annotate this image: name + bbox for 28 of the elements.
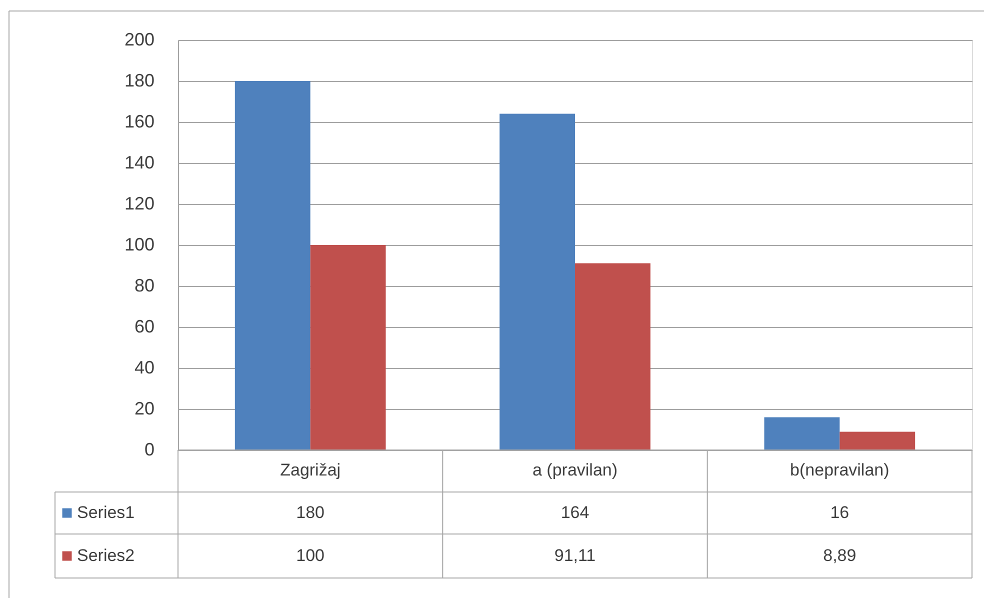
data-label: 164 bbox=[560, 503, 590, 522]
bar bbox=[310, 245, 386, 450]
y-tick-label: 20 bbox=[134, 398, 154, 418]
y-tick-label: 60 bbox=[134, 316, 154, 336]
x-tick-label: b(nepravilan) bbox=[790, 460, 890, 480]
y-tick-label: 0 bbox=[144, 440, 154, 460]
bar bbox=[840, 432, 916, 450]
bar bbox=[234, 81, 310, 450]
data-label: 8,89 bbox=[823, 546, 856, 565]
bar bbox=[500, 114, 575, 450]
legend-label: Series1 bbox=[77, 503, 135, 522]
data-label: 100 bbox=[296, 546, 325, 565]
x-tick-label: a (pravilan) bbox=[532, 460, 618, 480]
y-tick-label: 80 bbox=[134, 276, 154, 296]
y-tick-label: 200 bbox=[124, 30, 154, 50]
y-tick-label: 100 bbox=[124, 234, 154, 254]
y-tick-label: 180 bbox=[124, 70, 154, 90]
y-tick-label: 140 bbox=[124, 152, 154, 172]
data-label: 91,11 bbox=[554, 546, 596, 565]
bar bbox=[575, 263, 650, 450]
data-label: 16 bbox=[830, 503, 850, 522]
bar bbox=[764, 417, 840, 450]
y-tick-label: 40 bbox=[134, 358, 154, 378]
data-label: 180 bbox=[296, 503, 325, 522]
legend-label: Series2 bbox=[77, 546, 135, 565]
x-tick-label: Zagrižaj bbox=[280, 460, 341, 480]
y-tick-label: 160 bbox=[124, 112, 154, 132]
y-tick-label: 120 bbox=[124, 194, 154, 214]
